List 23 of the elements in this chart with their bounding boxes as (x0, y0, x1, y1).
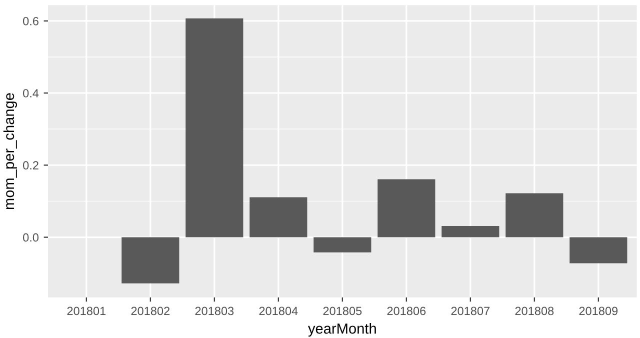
bar (122, 237, 180, 284)
bar (186, 18, 244, 238)
y-tick-label: 0.4 (23, 89, 39, 98)
bar (378, 179, 436, 238)
x-tick-label: 201805 (323, 306, 362, 316)
y-tick-label: 0.2 (23, 161, 38, 170)
x-tick-label: 201801 (67, 306, 106, 316)
bar (570, 237, 628, 264)
x-tick-label: 201804 (259, 306, 298, 316)
bar (250, 197, 308, 238)
y-axis-title: mom_per_change (3, 93, 18, 210)
x-tick-label: 201808 (515, 306, 554, 316)
x-tick-label: 201803 (195, 306, 234, 316)
x-axis-title: yearMonth (308, 323, 376, 337)
bar (442, 226, 500, 238)
x-tick-label: 201809 (579, 306, 618, 316)
bar (314, 237, 372, 252)
x-tick-label: 201806 (387, 306, 426, 316)
y-tick-label: 0.6 (23, 16, 38, 26)
x-tick-label: 201802 (131, 306, 170, 316)
y-tick-label: 0.0 (23, 233, 39, 242)
x-tick-label: 201807 (451, 306, 490, 316)
bar (506, 193, 564, 238)
